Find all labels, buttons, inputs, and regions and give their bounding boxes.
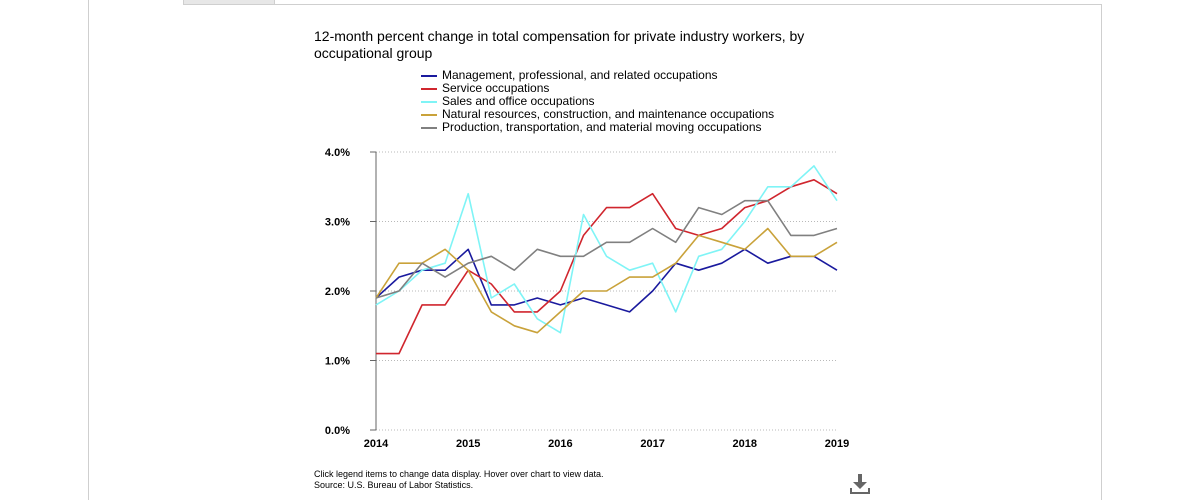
- x-tick-label: 2017: [640, 438, 664, 450]
- legend-swatch: [421, 100, 437, 103]
- legend-label: Natural resources, construction, and mai…: [442, 107, 775, 121]
- chart-legend: Management, professional, and related oc…: [421, 69, 774, 134]
- download-icon: [850, 474, 870, 494]
- legend-swatch: [421, 87, 437, 90]
- legend-label: Production, transportation, and material…: [442, 120, 762, 134]
- legend-label: Service occupations: [442, 81, 550, 95]
- y-tick-label: 2.0%: [325, 286, 350, 298]
- y-tick-label: 1.0%: [325, 356, 350, 368]
- line-chart[interactable]: 0.0% 1.0% 2.0% 3.0% 4.0% 2014 2015 2016 2017 2018…: [300, 140, 860, 460]
- legend-item-sales-office[interactable]: Sales and office occupations: [421, 95, 774, 108]
- series-line-0: [375, 248, 838, 313]
- x-tick-label: 2015: [456, 438, 480, 450]
- frame-right-border: [1101, 4, 1102, 500]
- series-line-1: [376, 178, 838, 355]
- legend-item-management[interactable]: Management, professional, and related oc…: [421, 69, 774, 82]
- chart-title: 12-month percent change in total compens…: [314, 28, 805, 61]
- frame-left-border: [88, 0, 89, 500]
- series-line-3: [375, 227, 838, 334]
- legend-swatch: [421, 126, 437, 129]
- chart-footer: Click legend items to change data displa…: [314, 469, 603, 491]
- legend-item-service[interactable]: Service occupations: [421, 82, 774, 95]
- x-tick-label: 2014: [364, 438, 389, 450]
- legend-item-production[interactable]: Production, transportation, and material…: [421, 121, 774, 134]
- y-tick-label: 0.0%: [325, 425, 350, 437]
- series-line-4: [375, 199, 838, 299]
- footer-note: Click legend items to change data displa…: [314, 469, 604, 479]
- legend-label: Management, professional, and related oc…: [442, 68, 718, 82]
- footer-source: Source: U.S. Bureau of Labor Statistics.: [314, 480, 474, 490]
- legend-label: Sales and office occupations: [442, 94, 595, 108]
- legend-item-natural-resources[interactable]: Natural resources, construction, and mai…: [421, 108, 774, 121]
- x-tick-label: 2019: [825, 438, 849, 450]
- series-line-2: [375, 165, 838, 334]
- y-tick-label: 3.0%: [325, 217, 350, 229]
- frame-top-border: [183, 4, 1102, 5]
- x-tick-label: 2018: [733, 438, 757, 450]
- x-tick-label: 2016: [548, 438, 572, 450]
- download-button[interactable]: [848, 472, 872, 496]
- legend-swatch: [421, 113, 437, 116]
- legend-swatch: [421, 74, 437, 77]
- y-tick-label: 4.0%: [325, 147, 350, 159]
